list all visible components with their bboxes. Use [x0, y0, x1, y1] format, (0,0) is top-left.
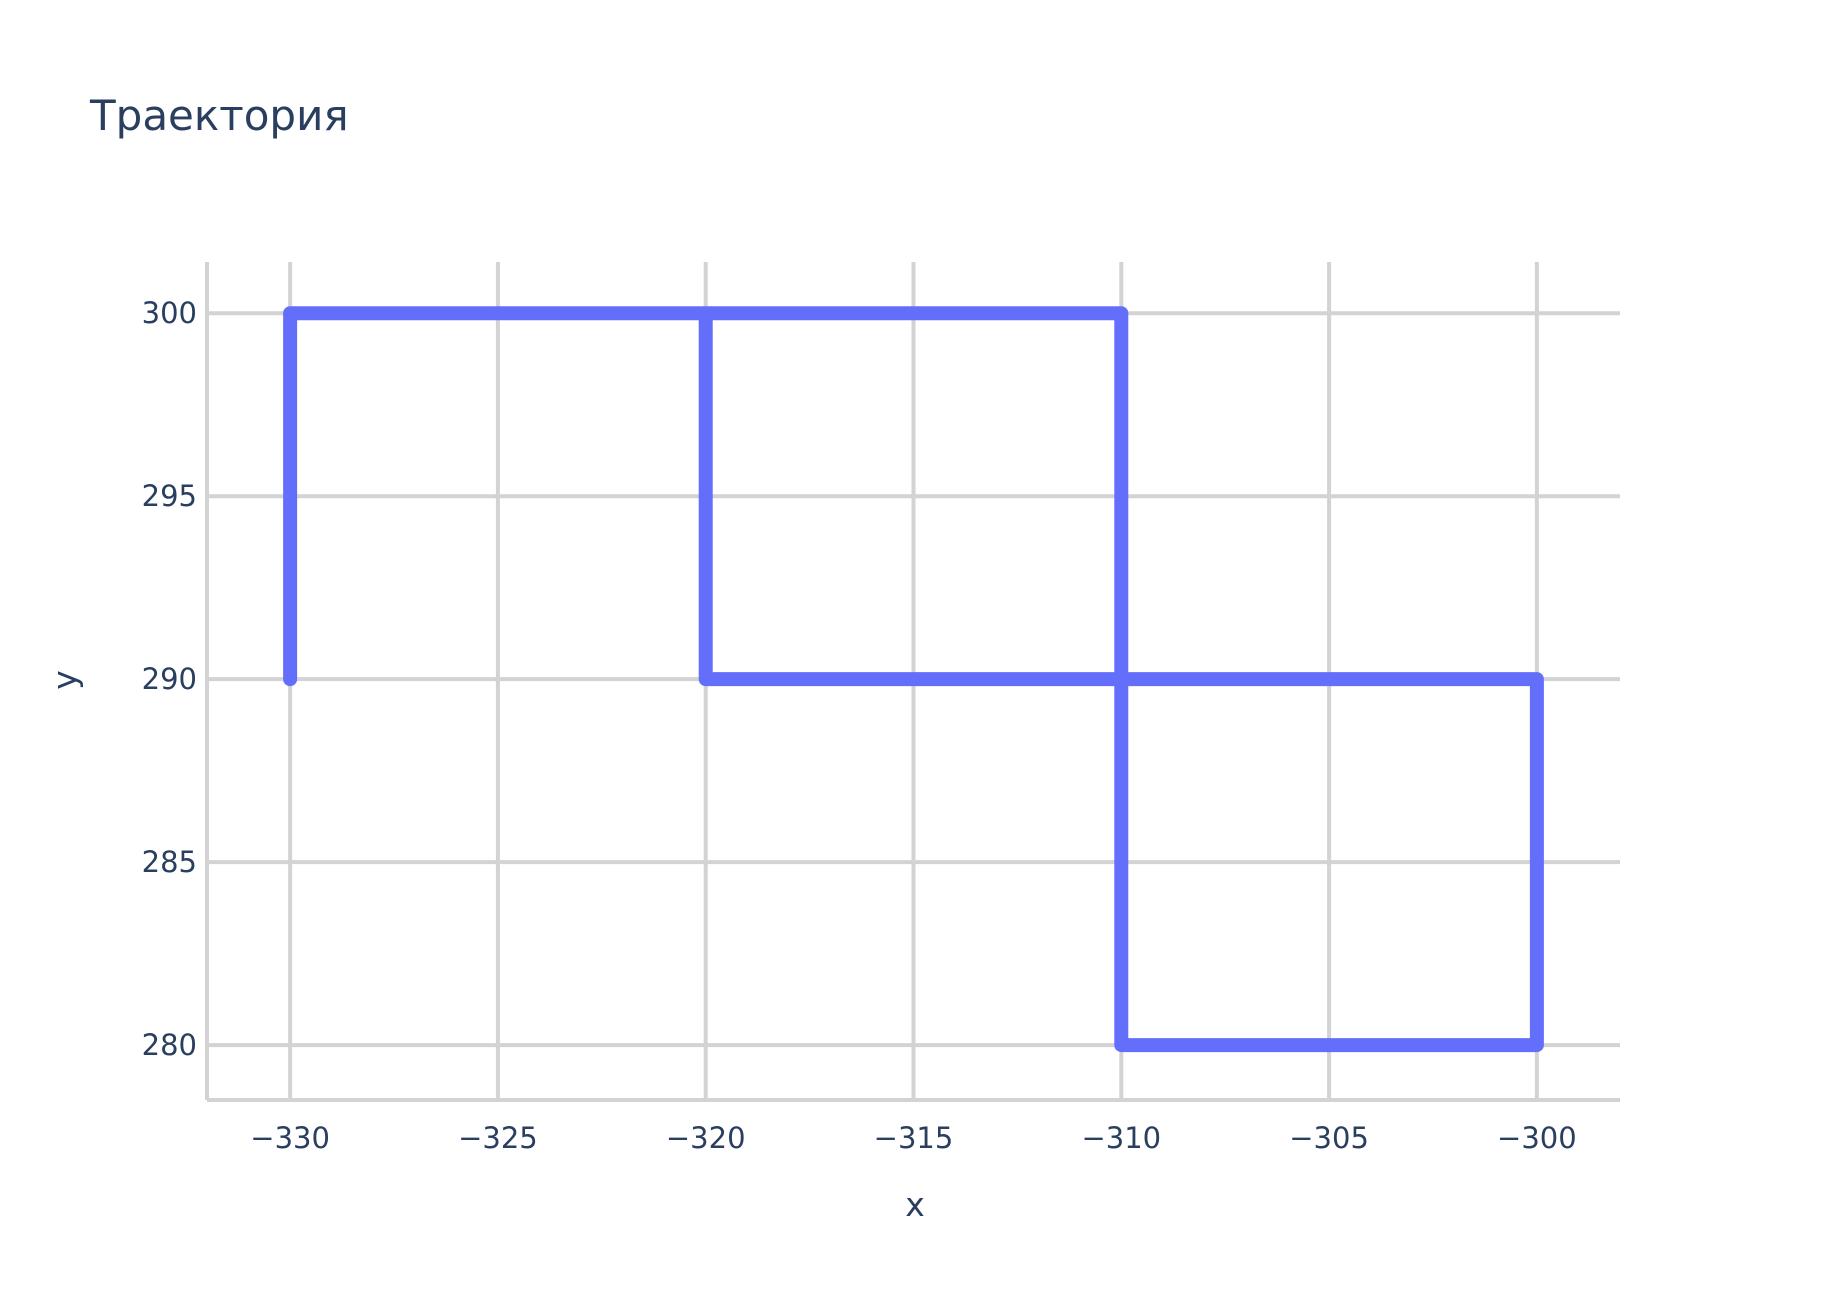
chart-title: Траектория	[89, 91, 349, 140]
x-tick-label: −320	[666, 1121, 746, 1155]
x-tick-label: −330	[250, 1121, 330, 1155]
tick-layer: −330 −325 −320 −315 −310 −305 −300 280 285 290 295…	[142, 296, 1577, 1155]
y-tick-label: 290	[142, 662, 197, 696]
y-tick-label: 285	[142, 845, 197, 879]
series-layer	[283, 306, 1544, 1053]
x-axis-title: x	[905, 1185, 925, 1224]
x-tick-label: −325	[458, 1121, 538, 1155]
series-line	[283, 306, 1544, 1053]
x-tick-label: −310	[1081, 1121, 1161, 1155]
y-tick-label: 300	[142, 296, 197, 330]
y-tick-label: 280	[142, 1028, 197, 1062]
y-axis-title: y	[45, 670, 84, 690]
y-tick-label: 295	[142, 479, 197, 513]
x-tick-label: −305	[1289, 1121, 1369, 1155]
axis-layer	[205, 262, 1620, 1102]
x-tick-label: −300	[1497, 1121, 1577, 1155]
x-tick-label: −315	[874, 1121, 954, 1155]
